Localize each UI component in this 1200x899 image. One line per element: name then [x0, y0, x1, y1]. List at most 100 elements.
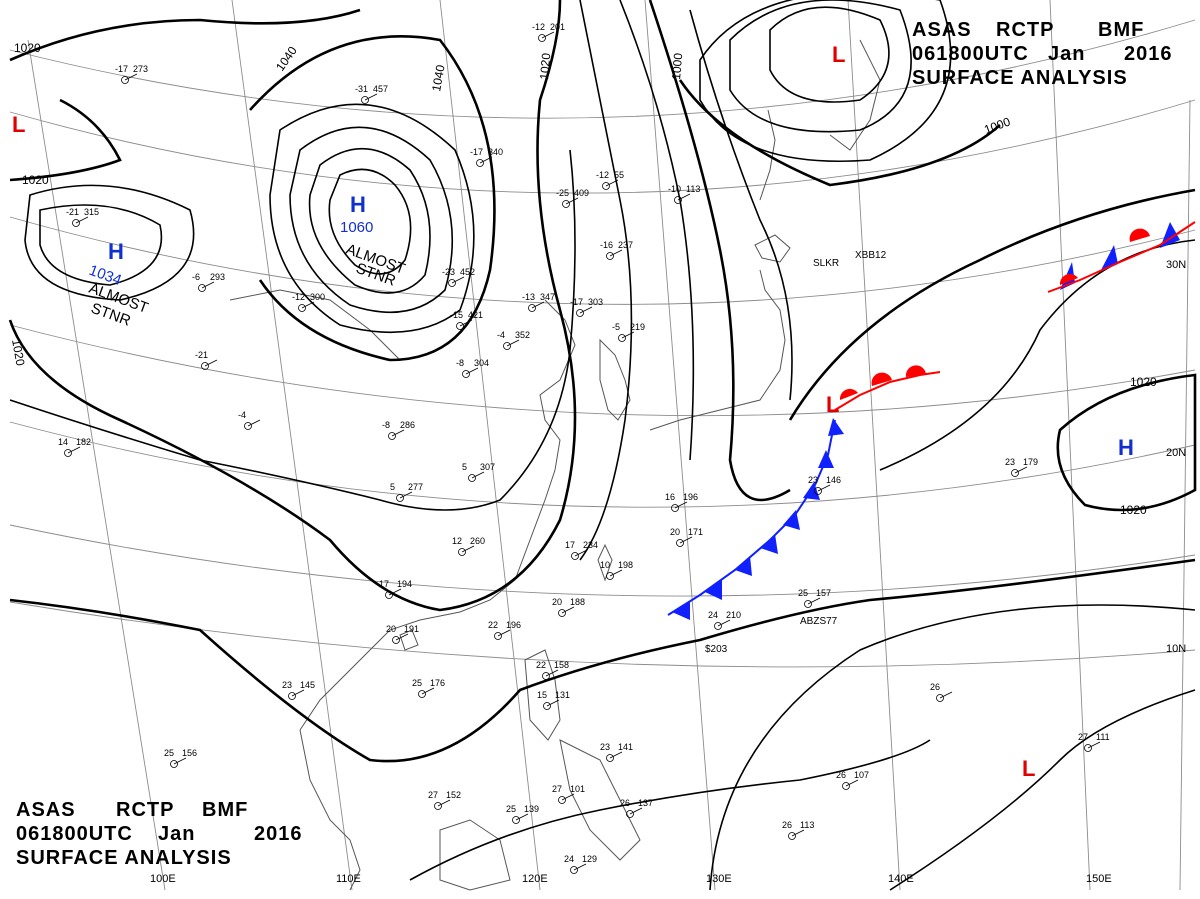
wind-barb — [609, 569, 623, 577]
isobar-label: 1020 — [22, 173, 49, 187]
station-circle — [121, 76, 129, 84]
station-temperature: 27 — [1078, 732, 1088, 742]
wind-barb — [479, 156, 493, 164]
isobar-japan2 — [689, 9, 793, 401]
meridian-100e — [27, 39, 166, 891]
coast-philippines — [559, 739, 641, 861]
isobar-east-high — [1056, 373, 1197, 512]
header-row-2: 061800UTC Jan 2016 — [16, 822, 303, 846]
station-pressure: 219 — [630, 322, 645, 332]
station-plot: 20 191 — [386, 624, 419, 644]
high-center-symbol: H — [1118, 435, 1134, 460]
station-circle — [804, 600, 812, 608]
wind-barb — [437, 799, 451, 807]
meridian-120e — [439, 0, 541, 891]
station-temperature: -17 — [470, 147, 483, 157]
wind-barb — [531, 301, 545, 309]
meridian-110e — [231, 0, 353, 891]
station-plot: -12 201 — [532, 22, 565, 42]
header-office: BMF — [1098, 19, 1145, 41]
station-circle — [1011, 469, 1019, 477]
header-year: 2016 — [254, 823, 303, 845]
high-center-symbol: H — [108, 239, 124, 264]
station-temperature: 24 — [564, 854, 574, 864]
coast-china — [299, 299, 576, 731]
wind-barb — [515, 813, 529, 821]
isobar-east-trough — [879, 239, 1196, 471]
station-pressure: 277 — [408, 482, 423, 492]
station-pressure: 145 — [300, 680, 315, 690]
coast-luzon — [524, 649, 561, 741]
coast-sakhalin — [759, 109, 776, 201]
isobar-1020-west — [9, 98, 122, 182]
station-pressure: 158 — [554, 660, 569, 670]
isobar-low-ring1 — [769, 6, 890, 103]
station-temperature: 5 — [390, 482, 395, 492]
station-circle — [396, 494, 404, 502]
station-pressure: 113 — [800, 820, 814, 830]
station-plot: -13 347 — [522, 292, 555, 312]
wind-barb — [497, 629, 511, 637]
station-plot: 23 145 — [282, 680, 315, 700]
wind-barb — [201, 281, 215, 289]
parallel-60n — [9, 19, 1196, 119]
header-row-1: ASAS RCTP BMF — [16, 798, 303, 822]
station-circle — [458, 548, 466, 556]
station-circle — [170, 760, 178, 768]
station-temperature: -12 — [292, 292, 305, 302]
wind-barb — [75, 216, 89, 224]
low-center-symbol: L — [1022, 756, 1035, 781]
isobar-label: 1040 — [429, 63, 447, 92]
station-circle — [385, 591, 393, 599]
station-plot: -8 286 — [382, 420, 415, 440]
wind-barb — [364, 93, 378, 101]
station-circle — [1084, 744, 1092, 752]
station-plot: -10 113 — [668, 184, 700, 204]
station-circle — [626, 810, 634, 818]
station-pressure: 352 — [515, 330, 530, 340]
station-pressure: 196 — [506, 620, 521, 630]
station-circle — [244, 422, 252, 430]
cold-front-barb — [803, 482, 820, 500]
station-plot: 23 179 — [1005, 457, 1038, 477]
station-circle — [571, 552, 579, 560]
coast-kamchatka — [829, 39, 881, 151]
station-temperature: 15 — [537, 690, 547, 700]
station-circle — [298, 304, 306, 312]
station-temperature: 26 — [782, 820, 792, 830]
warm-front-bump — [839, 388, 858, 400]
ship-id: ABZS77 — [800, 616, 838, 627]
cold-front-line — [667, 419, 836, 616]
station-circle — [562, 200, 570, 208]
station-pressure: 146 — [826, 475, 841, 485]
station-pressure: 260 — [470, 536, 485, 546]
station-circle — [448, 279, 456, 287]
wind-barb — [421, 687, 435, 695]
wind-barb — [399, 491, 413, 499]
station-plot: -6 293 — [192, 272, 225, 292]
station-temperature: 25 — [798, 588, 808, 598]
station-pressure: 131 — [555, 690, 570, 700]
station-temperature: -6 — [192, 272, 200, 282]
station-temperature: -10 — [668, 184, 681, 194]
station-circle — [468, 474, 476, 482]
isobar-low-ring3 — [699, 0, 952, 163]
station-temperature: -12 — [532, 22, 545, 32]
header-valid-time: 061800UTC — [912, 43, 1029, 65]
wind-barb — [561, 793, 575, 801]
station-circle — [714, 622, 722, 630]
lon-label: 140E — [888, 873, 914, 885]
isobar-south4 — [889, 689, 1196, 891]
station-plot: 17 234 — [565, 540, 598, 560]
header-office: BMF — [202, 799, 249, 821]
header-valid-time: 061800UTC — [16, 823, 133, 845]
coast-taiwan — [597, 543, 613, 582]
wind-barb — [574, 549, 588, 557]
wind-barb — [845, 779, 859, 787]
wind-barb — [124, 73, 138, 81]
wind-barb — [939, 691, 953, 699]
lat-label: 20N — [1166, 447, 1186, 459]
station-plot: 24 210 — [708, 610, 741, 630]
wind-barb — [451, 276, 465, 284]
